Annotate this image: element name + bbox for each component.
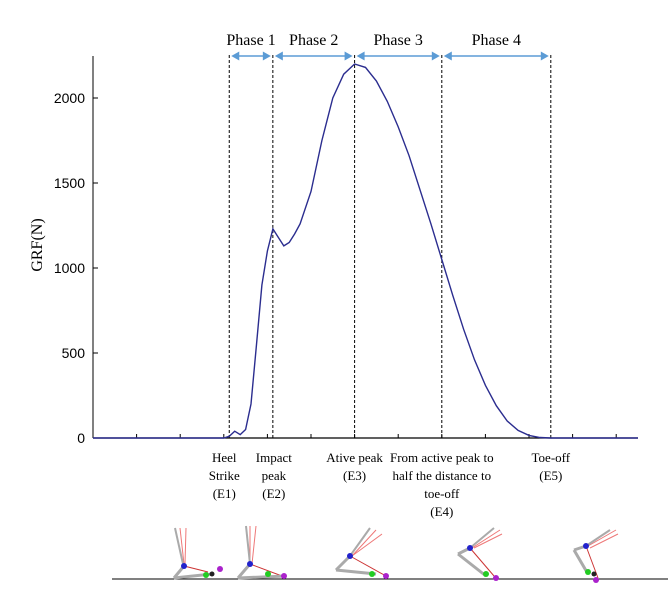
leg-figure-e4 — [457, 527, 503, 581]
phase-arrowhead-left — [274, 51, 283, 61]
leg-figure-e1 — [172, 527, 223, 580]
leg-figure-e2 — [236, 525, 287, 580]
y-tick-label: 1500 — [54, 175, 85, 191]
y-tick-label: 2000 — [54, 90, 85, 106]
y-axis-label: GRF(N) — [29, 218, 46, 271]
y-tick-label: 1000 — [54, 260, 85, 276]
event-label-line: Impact — [256, 450, 292, 465]
event-label-line: (E3) — [343, 468, 366, 483]
phase-arrows: Phase 1 Phase 2 Phase 3 Phase 4 — [226, 32, 549, 61]
leg-figure-e3 — [334, 527, 389, 579]
event-label-line: (E2) — [262, 486, 285, 501]
phase-arrowhead-right — [540, 51, 549, 61]
event-label-line: (E5) — [539, 468, 562, 483]
event-lines — [228, 55, 552, 438]
phase-arrowhead-left — [356, 51, 365, 61]
event-labels: Heel Strike (E1) Impact peak (E2) Ative peak (E… — [209, 450, 571, 519]
event-label-line: Heel — [212, 450, 237, 465]
phase-arrowhead-right — [262, 51, 271, 61]
phase-label: Phase 2 — [289, 32, 338, 49]
event-label-line: (E4) — [430, 504, 453, 519]
grf-curve — [93, 63, 638, 439]
phase-arrowhead-left — [231, 51, 240, 61]
y-tick-label: 0 — [77, 430, 85, 446]
leg-figure-e5 — [572, 529, 619, 583]
event-label-line: Strike — [209, 468, 240, 483]
phase-arrowhead-right — [344, 51, 353, 61]
event-label-line: From active peak to — [390, 450, 494, 465]
event-label-line: peak — [262, 468, 287, 483]
axes — [92, 56, 638, 439]
phase-label: Phase 4 — [472, 32, 521, 49]
event-label-line: Toe-off — [532, 450, 571, 465]
event-label-line: half the distance to — [393, 468, 492, 483]
phase-arrowhead-right — [431, 51, 440, 61]
event-label-line: toe-off — [424, 486, 460, 501]
phase-label: Phase 1 — [226, 32, 275, 49]
event-label-line: (E1) — [213, 486, 236, 501]
y-tick-label: 500 — [62, 345, 86, 361]
event-label-line: Ative peak — [326, 450, 383, 465]
phase-label: Phase 3 — [374, 32, 423, 49]
phase-arrowhead-left — [443, 51, 452, 61]
y-ticks: 0 500 1000 1500 2000 — [54, 90, 98, 446]
